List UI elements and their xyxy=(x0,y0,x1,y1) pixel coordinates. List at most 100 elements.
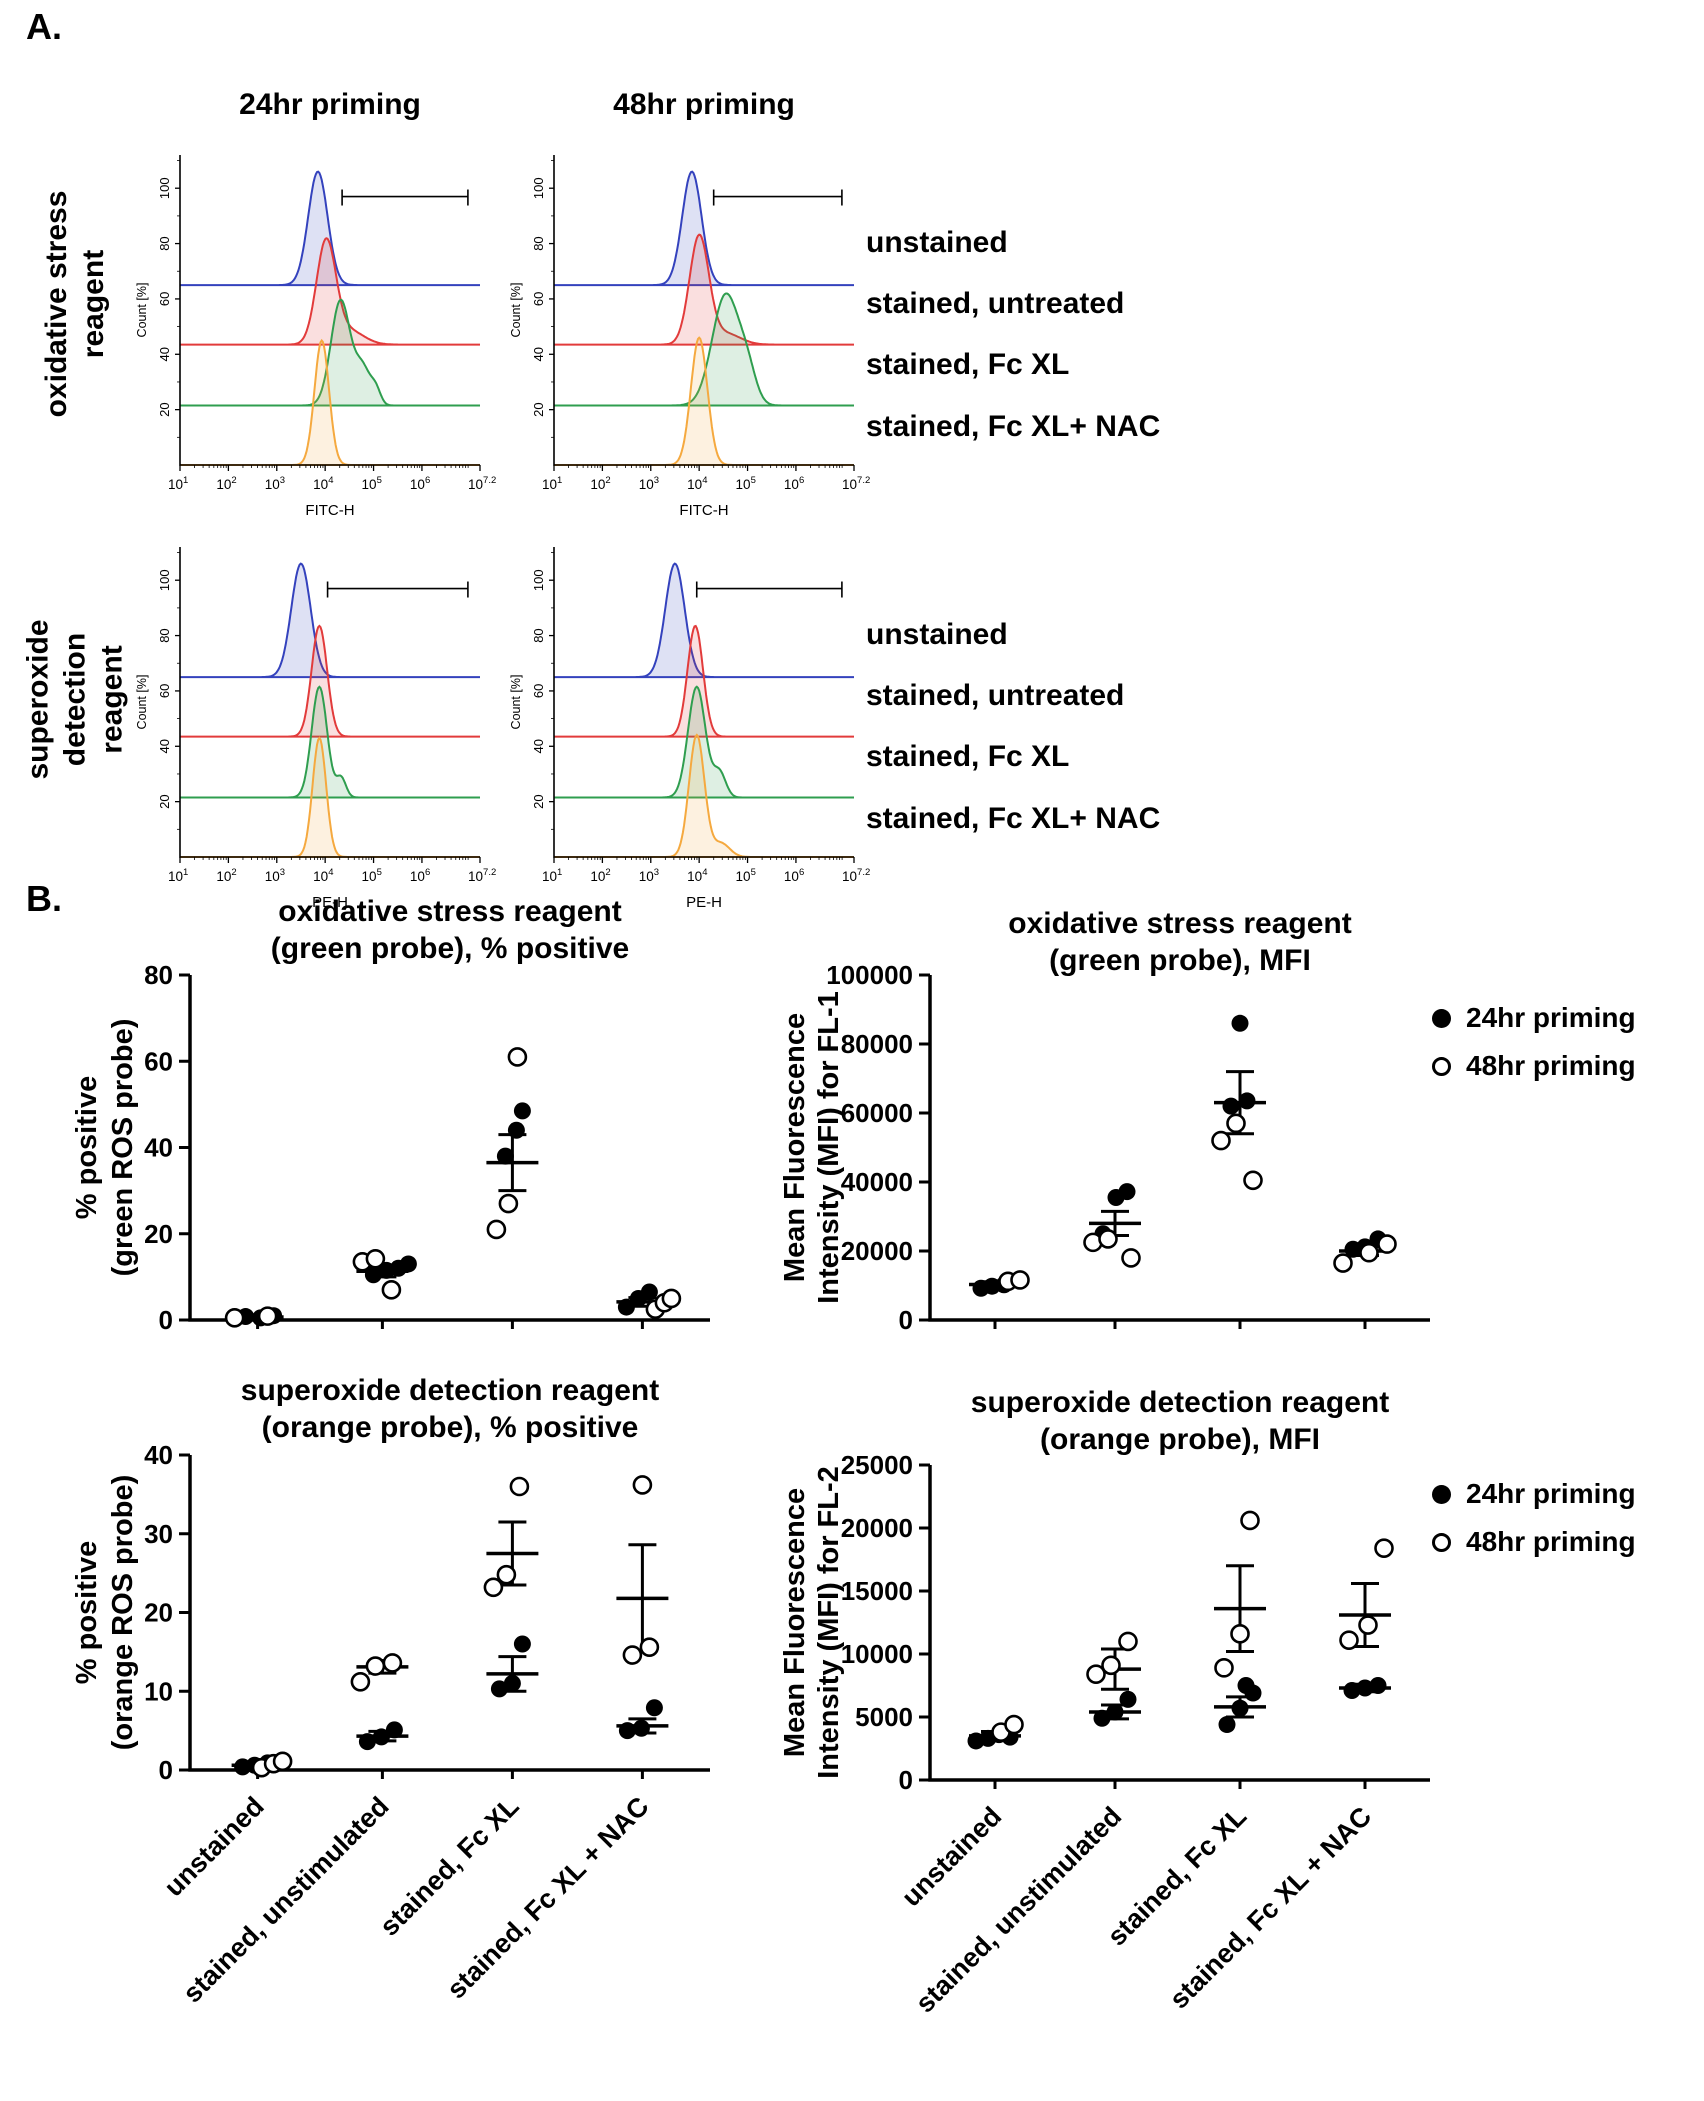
x-tick-label: 101 xyxy=(542,475,562,492)
row-label-superoxide: superoxide detection reagent xyxy=(20,510,131,890)
x-tick-label: 102 xyxy=(590,867,610,884)
data-point-48hr xyxy=(1086,1664,1106,1684)
flow-legend-stained-fcxl: stained, Fc XL xyxy=(866,740,1070,773)
chart-title-green-mfi: oxidative stress reagent (green probe), … xyxy=(900,905,1460,979)
x-tick-label: 106 xyxy=(410,475,430,492)
x-tick-label: 103 xyxy=(639,867,659,884)
histogram-curve-stained-untreated xyxy=(554,624,854,738)
row-label-line: oxidative stress xyxy=(40,190,73,418)
x-tick-label: 102 xyxy=(216,475,236,492)
x-tick-label: 101 xyxy=(168,475,188,492)
data-point-48hr xyxy=(365,1656,386,1676)
data-point-48hr xyxy=(639,1637,660,1657)
x-tick-label: 102 xyxy=(590,475,610,492)
scatter-legend-bottom: 24hr priming 48hr priming xyxy=(1432,1478,1636,1558)
y-tick-label: 15000 xyxy=(841,1576,913,1606)
flow-legend-stained-fcxl-nac: stained, Fc XL+ NAC xyxy=(866,802,1161,835)
data-point-24hr xyxy=(399,1255,417,1273)
y-tick-label: 40000 xyxy=(841,1167,913,1197)
chart-title-line: superoxide detection reagent xyxy=(970,1386,1390,1419)
legend-label: 48hr priming xyxy=(1466,1050,1636,1081)
data-point-48hr xyxy=(1118,1631,1138,1652)
x-tick-label: 104 xyxy=(687,475,707,492)
y-tick-label: 100 xyxy=(531,177,546,199)
panel-a-label: A. xyxy=(26,6,62,47)
data-point-24hr xyxy=(1093,1709,1111,1727)
y-axis-label: Intensity (MFI) for FL-1 xyxy=(813,991,845,1304)
x-tick-label: 105 xyxy=(736,475,756,492)
data-point-24hr xyxy=(1106,1703,1124,1721)
y-tick-label: 60 xyxy=(157,292,172,306)
axes xyxy=(928,975,1430,1322)
x-tick-label: 106 xyxy=(410,867,430,884)
data-point-24hr xyxy=(1222,1097,1240,1115)
y-tick-label: 80 xyxy=(531,628,546,642)
data-point-24hr xyxy=(640,1283,658,1301)
open-circle-icon xyxy=(1432,1532,1451,1552)
x-tick-label: 101 xyxy=(542,867,562,884)
data-point-48hr xyxy=(1333,1253,1353,1273)
x-tick-label: 106 xyxy=(784,475,804,492)
chart-title-line: (green probe), % positive xyxy=(270,932,630,965)
y-axis-label: Count [%] xyxy=(135,675,149,730)
y-tick-label: 40 xyxy=(144,1133,173,1163)
data-point-24hr xyxy=(645,1699,663,1717)
axes xyxy=(188,975,710,1322)
x-tick-label: 107.2 xyxy=(468,867,496,884)
y-tick-label: 80 xyxy=(144,960,173,990)
data-point-24hr xyxy=(1231,1014,1249,1032)
y-tick-label: 20 xyxy=(531,794,546,808)
chart-title-line: (orange probe), % positive xyxy=(261,1411,639,1444)
panel-b-label: B. xyxy=(26,878,62,919)
y-tick-label: 100 xyxy=(157,177,172,199)
chart-title-line: oxidative stress reagent xyxy=(278,895,622,928)
flow-histogram-superoxide-48hr: 20 40 60 80 100 101 102 103 104 105 106 107.2 PE-H Co… xyxy=(509,547,870,911)
y-tick-label: 80 xyxy=(531,236,546,250)
y-tick-label: 60 xyxy=(144,1046,173,1076)
x-axis-label: FITC-H xyxy=(679,502,728,519)
data-point-48hr xyxy=(507,1047,528,1067)
scatter-green-mfi: 0 20000 40000 60000 80000 100000 Mean Fluoresc… xyxy=(779,960,1430,1335)
data-point-24hr xyxy=(1238,1092,1256,1110)
category-label: stained, Fc XL xyxy=(374,1791,525,1942)
data-point-24hr xyxy=(385,1721,403,1739)
x-axis-label: PE-H xyxy=(686,894,722,911)
legend-row-24hr: 24hr priming xyxy=(1432,1002,1636,1034)
y-tick-label: 10000 xyxy=(841,1639,913,1669)
data-point-24hr xyxy=(1218,1716,1236,1734)
data-point-48hr xyxy=(1226,1113,1246,1134)
x-tick-label: 105 xyxy=(362,475,382,492)
chart-title-line: (green probe), MFI xyxy=(1049,944,1311,977)
data-point-24hr xyxy=(1118,1183,1136,1201)
row-label-line: superoxide xyxy=(21,619,55,780)
data-point-24hr xyxy=(1237,1677,1255,1694)
y-tick-label: 5000 xyxy=(855,1702,913,1732)
data-point-48hr xyxy=(1240,1510,1260,1531)
x-tick-label: 103 xyxy=(639,475,659,492)
data-point-48hr xyxy=(1121,1248,1141,1268)
data-point-48hr xyxy=(1359,1242,1379,1263)
data-point-48hr xyxy=(661,1288,682,1309)
histogram-curve-stained-untreated xyxy=(180,624,480,738)
x-tick-label: 105 xyxy=(362,867,382,884)
x-tick-label: 104 xyxy=(687,867,707,884)
y-tick-label: 40 xyxy=(157,347,172,361)
y-axis-label: Mean Fluorescence xyxy=(779,1488,811,1757)
histogram-curve-stained-untreated xyxy=(554,233,854,346)
flow-histogram-superoxide-24hr: 20 40 60 80 100 101 102 103 104 105 106 107.2 PE-H Co… xyxy=(135,547,496,911)
data-point-48hr xyxy=(272,1751,293,1772)
row-label-oxidative-stress: oxidative stress reagent xyxy=(38,114,112,494)
x-tick-label: 104 xyxy=(313,867,333,884)
flow-legend-stained-fcxl-nac: stained, Fc XL+ NAC xyxy=(866,410,1161,443)
x-tick-label: 105 xyxy=(736,867,756,884)
category-label: unstained xyxy=(158,1791,269,1902)
axes xyxy=(188,1455,710,1772)
legend-row-48hr: 48hr priming xyxy=(1432,1526,1636,1558)
y-axis-label: Intensity (MFI) for FL-2 xyxy=(813,1466,845,1779)
flow-legend-unstained: unstained xyxy=(866,226,1008,259)
row-label-line: detection xyxy=(58,632,92,767)
data-point-24hr xyxy=(617,1298,635,1316)
y-tick-label: 80000 xyxy=(841,1029,913,1059)
data-point-24hr xyxy=(1231,1699,1249,1717)
filled-circle-icon xyxy=(1432,1484,1451,1504)
